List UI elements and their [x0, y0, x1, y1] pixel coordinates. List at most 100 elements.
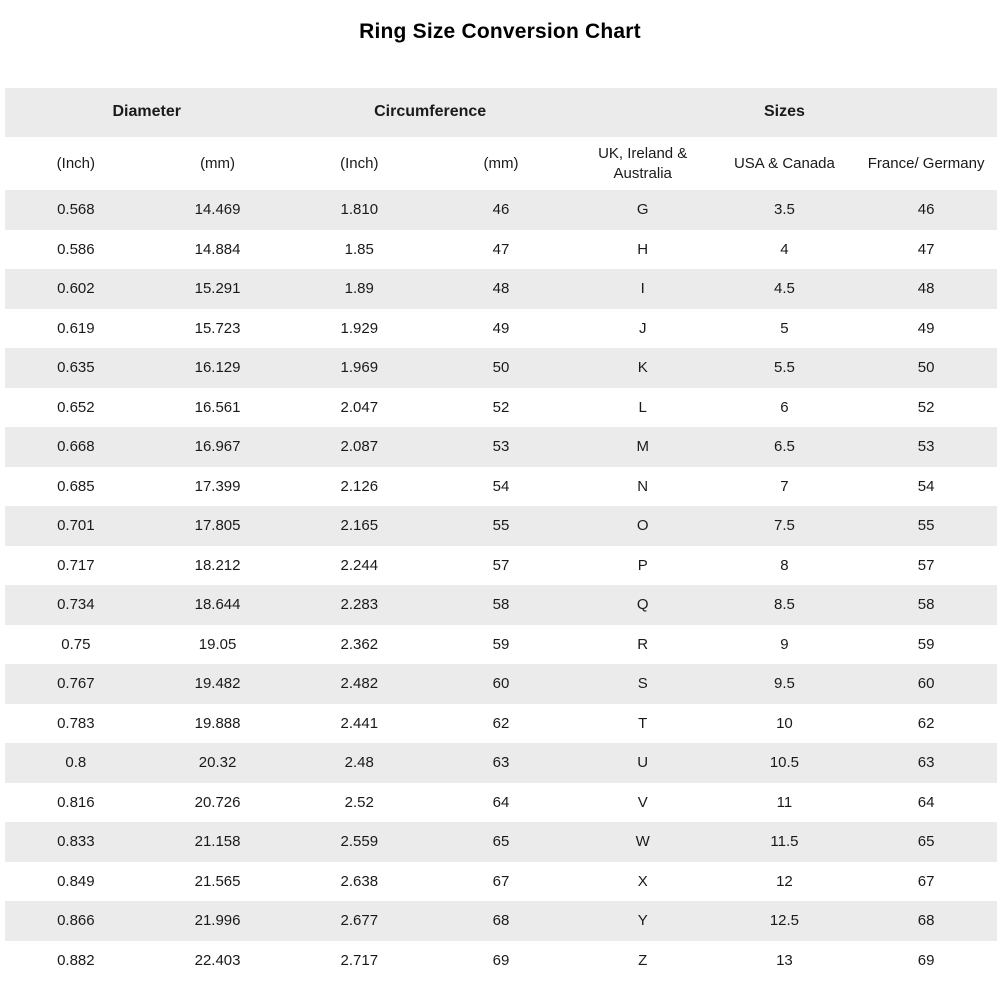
table-cell: 0.635 — [57, 359, 95, 377]
table-cell: G — [636, 201, 649, 219]
column-header-circumference-inch: (Inch) — [340, 154, 379, 172]
table-cell: 64 — [492, 793, 510, 811]
table-row: 0.717 18.212 2.244 57 P 8 57 — [5, 545, 997, 585]
table-cell: 2.244 — [340, 556, 379, 574]
table-cell: 5 — [780, 319, 789, 337]
table-cell: 8 — [780, 556, 789, 574]
table-cell: 0.783 — [57, 714, 95, 732]
table-cell: 6 — [780, 398, 789, 416]
table-cell: 21.996 — [194, 912, 241, 930]
table-cell: 19.888 — [194, 714, 241, 732]
group-header-sizes: Sizes — [763, 103, 805, 121]
table-cell: 0.767 — [57, 675, 95, 693]
table-cell: 0.882 — [57, 951, 95, 969]
table-cell: 0.652 — [57, 398, 95, 416]
table-cell: 4.5 — [773, 280, 795, 298]
table-cell: 48 — [492, 280, 510, 298]
table-cell: W — [635, 833, 650, 851]
table-row: 0.568 14.469 1.810 46 G 3.5 46 — [5, 190, 997, 230]
table-cell: 59 — [917, 635, 935, 653]
table-cell: 14.469 — [194, 201, 241, 219]
table-row: 0.75 19.05 2.362 59 R 9 59 — [5, 624, 997, 664]
table-cell: 7 — [780, 477, 789, 495]
table-cell: 57 — [492, 556, 510, 574]
table-cell: 3.5 — [773, 201, 795, 219]
table-cell: 0.586 — [57, 240, 95, 258]
table-cell: 2.677 — [340, 912, 379, 930]
table-row: 0.619 15.723 1.929 49 J 5 49 — [5, 308, 997, 348]
table-cell: 69 — [492, 951, 510, 969]
table-cell: 15.291 — [194, 280, 241, 298]
table-cell: V — [637, 793, 648, 811]
table-column-header-row: (Inch) (mm) (Inch) (mm) UK, Ireland & Au… — [5, 137, 997, 190]
table-cell: 0.685 — [57, 477, 95, 495]
table-row: 0.849 21.565 2.638 67 X 12 67 — [5, 861, 997, 901]
table-cell: 64 — [917, 793, 935, 811]
table-cell: 22.403 — [194, 951, 241, 969]
table-cell: 2.047 — [340, 398, 379, 416]
table-cell: 2.362 — [340, 635, 379, 653]
table-cell: 20.32 — [198, 754, 237, 772]
table-cell: L — [638, 398, 647, 416]
table-cell: 6.5 — [773, 438, 795, 456]
table-row: 0.586 14.884 1.85 47 H 4 47 — [5, 229, 997, 269]
column-header-usa-canada: USA & Canada — [733, 154, 835, 172]
table-cell: 58 — [492, 596, 510, 614]
group-header-circumference: Circumference — [374, 103, 487, 121]
table-cell: 50 — [917, 359, 935, 377]
group-header-diameter: Diameter — [112, 103, 181, 121]
table-cell: M — [636, 438, 649, 456]
table-cell: X — [637, 872, 648, 890]
table-cell: 46 — [917, 201, 935, 219]
table-cell: K — [637, 359, 648, 377]
table-cell: 2.52 — [344, 793, 374, 811]
table-cell: 2.087 — [340, 438, 379, 456]
table-cell: 52 — [917, 398, 935, 416]
table-cell: R — [637, 635, 649, 653]
column-header-uk-ireland-australia: UK, Ireland & Australia — [598, 145, 688, 182]
table-row: 0.767 19.482 2.482 60 S 9.5 60 — [5, 664, 997, 704]
table-cell: 2.717 — [340, 951, 379, 969]
table-cell: 65 — [492, 833, 510, 851]
table-cell: 59 — [492, 635, 510, 653]
table-cell: 5.5 — [773, 359, 795, 377]
table-cell: 15.723 — [194, 319, 241, 337]
table-row: 0.652 16.561 2.047 52 L 6 52 — [5, 387, 997, 427]
table-cell: 2.441 — [340, 714, 379, 732]
table-cell: 2.482 — [340, 675, 379, 693]
table-cell: 57 — [917, 556, 935, 574]
table-cell: 0.619 — [57, 319, 95, 337]
table-cell: 18.644 — [194, 596, 241, 614]
table-cell: 0.8 — [65, 754, 87, 772]
table-cell: 10.5 — [769, 754, 800, 772]
table-cell: 55 — [917, 517, 935, 535]
table-cell: 17.399 — [194, 477, 241, 495]
table-cell: 0.701 — [57, 517, 95, 535]
table-cell: 16.561 — [194, 398, 241, 416]
table-cell: 60 — [917, 675, 935, 693]
table-cell: H — [637, 240, 649, 258]
table-cell: 21.158 — [194, 833, 241, 851]
table-row: 0.816 20.726 2.52 64 V 11 64 — [5, 782, 997, 822]
table-cell: O — [636, 517, 649, 535]
page-title: Ring Size Conversion Chart — [359, 20, 641, 43]
table-cell: 20.726 — [194, 793, 241, 811]
table-cell: 49 — [492, 319, 510, 337]
table-cell: 4 — [780, 240, 789, 258]
table-row: 0.866 21.996 2.677 68 Y 12.5 68 — [5, 901, 997, 941]
table-cell: 49 — [917, 319, 935, 337]
table-cell: 53 — [917, 438, 935, 456]
table-cell: P — [637, 556, 648, 574]
table-cell: 62 — [917, 714, 935, 732]
table-row: 0.635 16.129 1.969 50 K 5.5 50 — [5, 348, 997, 388]
table-cell: 11 — [776, 793, 793, 811]
table-body: 0.568 14.469 1.810 46 G 3.5 46 0.586 14.884 1.85 4… — [5, 190, 997, 980]
table-cell: 63 — [492, 754, 510, 772]
table-cell: 0.734 — [57, 596, 95, 614]
table-cell: Z — [638, 951, 648, 969]
table-cell: 2.638 — [340, 872, 379, 890]
table-cell: 14.884 — [194, 240, 241, 258]
column-header-france-germany: France/ Germany — [867, 154, 985, 172]
table-cell: 47 — [492, 240, 510, 258]
table-cell: I — [640, 280, 645, 298]
